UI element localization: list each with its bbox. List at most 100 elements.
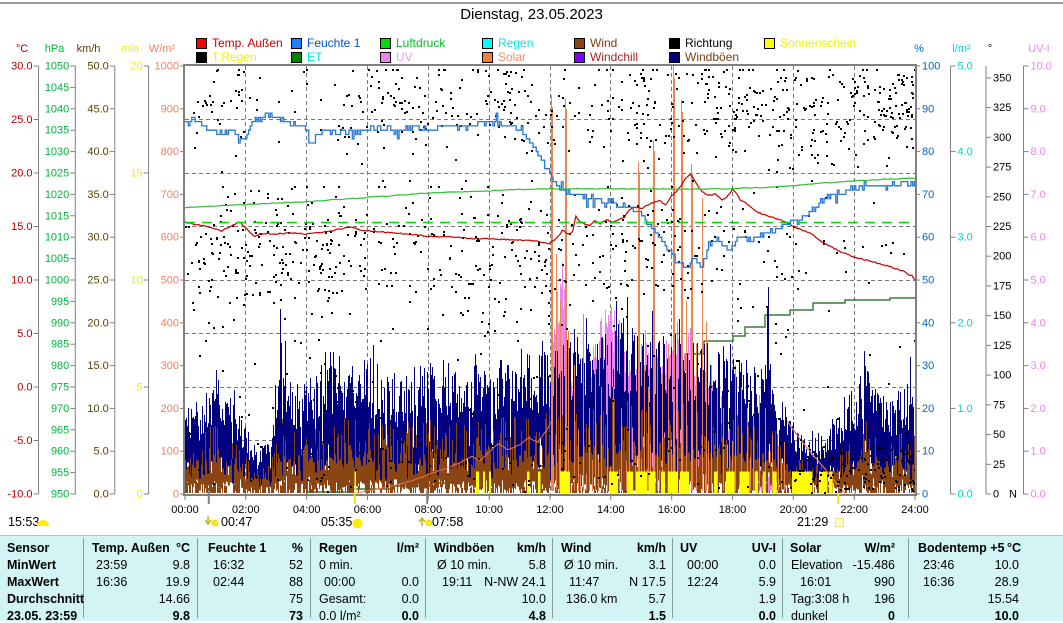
svg-text:700: 700 [161,189,179,201]
svg-text:°C: °C [16,43,28,55]
svg-text:300: 300 [993,132,1011,144]
svg-text:0.0: 0.0 [958,489,973,501]
svg-text:02:00: 02:00 [232,504,260,516]
svg-text:100: 100 [922,61,940,73]
svg-text:150: 150 [993,310,1011,322]
svg-text:24:00: 24:00 [901,504,929,516]
svg-text:25: 25 [993,459,1005,471]
svg-text:970: 970 [51,403,69,415]
svg-text:800: 800 [161,146,179,158]
svg-text:20.0: 20.0 [11,168,32,180]
svg-text:04:00: 04:00 [293,504,321,516]
svg-text:min: min [121,43,139,55]
svg-text:75: 75 [993,399,1005,411]
svg-text:0.0: 0.0 [17,382,32,394]
svg-text:7.0: 7.0 [1031,189,1046,201]
svg-text:1040: 1040 [45,103,69,115]
svg-text:500: 500 [161,275,179,287]
svg-text:1025: 1025 [45,168,69,180]
svg-text:50: 50 [922,275,934,287]
svg-text:950: 950 [51,489,69,501]
svg-text:90: 90 [922,103,934,115]
svg-text:350: 350 [993,72,1011,84]
svg-text:08:00: 08:00 [415,504,443,516]
svg-text:100: 100 [161,446,179,458]
svg-text:400: 400 [161,317,179,329]
svg-text:5.0: 5.0 [17,328,32,340]
svg-text:16:00: 16:00 [658,504,686,516]
svg-text:1.0: 1.0 [1031,446,1046,458]
svg-text:15.0: 15.0 [11,221,32,233]
svg-text:45.0: 45.0 [87,103,108,115]
svg-text:25.0: 25.0 [11,114,32,126]
svg-text:1.0: 1.0 [958,403,973,415]
svg-text:00:00: 00:00 [171,504,199,516]
svg-text:%: % [914,43,924,55]
svg-text:100: 100 [993,370,1011,382]
svg-text:35.0: 35.0 [87,189,108,201]
svg-text:10.0: 10.0 [87,403,108,415]
svg-text:975: 975 [51,382,69,394]
svg-text:N: N [1009,489,1017,501]
svg-text:°: ° [988,43,992,55]
svg-text:0.0: 0.0 [94,489,109,501]
svg-text:200: 200 [161,403,179,415]
svg-text:2.0: 2.0 [958,317,973,329]
svg-text:225: 225 [993,221,1011,233]
svg-text:20: 20 [130,61,142,73]
svg-text:15.0: 15.0 [87,360,108,372]
svg-text:995: 995 [51,296,69,308]
svg-text:1000: 1000 [155,61,179,73]
svg-text:hPa: hPa [45,43,65,55]
svg-text:1030: 1030 [45,146,69,158]
svg-text:600: 600 [161,232,179,244]
svg-text:1010: 1010 [45,232,69,244]
svg-text:955: 955 [51,467,69,479]
svg-text:-5.0: -5.0 [14,435,33,447]
svg-text:UV-I: UV-I [1028,43,1049,55]
svg-text:175: 175 [993,280,1011,292]
svg-text:900: 900 [161,103,179,115]
svg-text:12:00: 12:00 [536,504,564,516]
svg-text:4.0: 4.0 [1031,317,1046,329]
svg-text:275: 275 [993,162,1011,174]
svg-text:1015: 1015 [45,210,69,222]
svg-text:1045: 1045 [45,82,69,94]
svg-text:8.0: 8.0 [1031,146,1046,158]
svg-text:300: 300 [161,360,179,372]
svg-text:5.0: 5.0 [94,446,109,458]
svg-text:985: 985 [51,339,69,351]
svg-text:40: 40 [922,317,934,329]
svg-text:0: 0 [993,489,999,501]
svg-text:30.0: 30.0 [87,232,108,244]
svg-text:W/m²: W/m² [149,43,176,55]
svg-text:06:00: 06:00 [354,504,382,516]
svg-text:1000: 1000 [45,275,69,287]
svg-text:20:00: 20:00 [780,504,808,516]
svg-text:1005: 1005 [45,253,69,265]
svg-text:30.0: 30.0 [11,61,32,73]
svg-text:980: 980 [51,360,69,372]
svg-text:1050: 1050 [45,61,69,73]
svg-text:250: 250 [993,191,1011,203]
svg-text:l/m²: l/m² [952,43,971,55]
svg-text:960: 960 [51,446,69,458]
svg-text:0: 0 [136,489,142,501]
svg-text:9.0: 9.0 [1031,103,1046,115]
svg-text:10:00: 10:00 [475,504,503,516]
svg-text:10: 10 [130,275,142,287]
svg-text:30: 30 [922,360,934,372]
svg-text:60: 60 [922,232,934,244]
svg-text:20: 20 [922,403,934,415]
svg-text:325: 325 [993,102,1011,114]
svg-text:3.0: 3.0 [1031,360,1046,372]
svg-text:5.0: 5.0 [1031,275,1046,287]
svg-text:50.0: 50.0 [87,61,108,73]
svg-text:0.0: 0.0 [1031,489,1046,501]
svg-text:1020: 1020 [45,189,69,201]
svg-text:80: 80 [922,146,934,158]
svg-text:25.0: 25.0 [87,275,108,287]
svg-text:km/h: km/h [77,43,101,55]
svg-text:200: 200 [993,251,1011,263]
svg-text:4.0: 4.0 [958,146,973,158]
